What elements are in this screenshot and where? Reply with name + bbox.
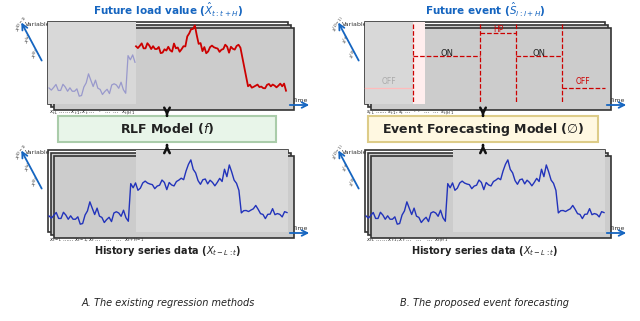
Bar [365, 22, 605, 104]
Bar [48, 22, 136, 104]
Text: HP: HP [493, 25, 504, 34]
Bar [48, 150, 288, 232]
Text: $x^{(0)}$: $x^{(0)}$ [29, 175, 43, 189]
Bar [51, 153, 291, 235]
Bar [453, 150, 605, 232]
Text: OFF: OFF [576, 76, 591, 85]
Text: $s^{(d)}$: $s^{(d)}$ [339, 32, 353, 46]
Text: Future load value ($\hat{X}_{t:t+H}$): Future load value ($\hat{X}_{t:t+H}$) [93, 1, 243, 19]
Bar [368, 116, 598, 142]
Text: Event Forecasting Model ($\varnothing$): Event Forecasting Model ($\varnothing$) [382, 120, 584, 137]
Text: History series data ($X_{t-L:t}$): History series data ($X_{t-L:t}$) [94, 244, 242, 258]
Text: $x^{(d)}$: $x^{(d)}$ [22, 160, 36, 174]
Bar [136, 150, 288, 232]
Text: A. The existing regression methods: A. The existing regression methods [81, 298, 255, 308]
Text: Time: Time [293, 98, 308, 102]
Text: $s^{(D-1)}$: $s^{(D-1)}$ [330, 14, 348, 34]
Text: Variable: Variable [25, 150, 51, 155]
Text: Future event ($\hat{S}_{l:l+H}$): Future event ($\hat{S}_{l:l+H}$) [425, 1, 545, 19]
Text: History series data ($X_{t-L:t}$): History series data ($X_{t-L:t}$) [412, 244, 559, 258]
Text: $x_{t\ L}\ \ldots\ldots\ x_{t\ 1},\hat{x}_{t}\ \ldots\ \ \cdot\ \ \ldots\ \ \ldo: $x_{t\ L}\ \ldots\ldots\ x_{t\ 1},\hat{x… [49, 108, 135, 117]
Text: ON: ON [440, 49, 453, 58]
Bar [58, 116, 276, 142]
Text: $s^{(d)}$: $s^{(d)}$ [339, 160, 353, 174]
Bar [371, 156, 611, 238]
Bar [365, 22, 413, 104]
Text: $s^{(0)}$: $s^{(0)}$ [346, 47, 360, 61]
Bar [51, 25, 291, 107]
Text: $x^{(0)}$: $x^{(0)}$ [29, 47, 43, 61]
Text: Time: Time [293, 225, 308, 230]
Bar [48, 22, 288, 104]
Text: $x_{t-L}\ \ldots\ldots\ x_{t-1},x_{t}\ \ldots\ \ \ \ldots\ \ \ \ldots\ \ x_{t+H-: $x_{t-L}\ \ldots\ldots\ x_{t-1},x_{t}\ \… [49, 236, 145, 244]
Text: $x^{(D-1)}$: $x^{(D-1)}$ [13, 14, 31, 34]
Text: Variable: Variable [25, 22, 51, 27]
Text: Time: Time [610, 98, 625, 102]
Bar [54, 156, 294, 238]
Text: OFF: OFF [381, 76, 396, 85]
Bar [365, 150, 605, 232]
Bar [413, 22, 425, 104]
Bar [368, 25, 608, 107]
Bar [54, 28, 294, 110]
Text: $s^{(0)}$: $s^{(0)}$ [346, 175, 360, 189]
Text: $x^{(d)}$: $x^{(d)}$ [22, 32, 36, 46]
Bar [371, 28, 611, 110]
Bar [368, 153, 608, 235]
Text: $s_{t\ L}\ \ldots\ldots\ s_{t\ 1},\hat{s}_{t}\ \ldots\ \ \cdot\cdot\ \ \ldots\ \: $s_{t\ L}\ \ldots\ldots\ s_{t\ 1},\hat{s… [366, 108, 454, 117]
Text: B. The proposed event forecasting: B. The proposed event forecasting [401, 298, 570, 308]
Text: Variable: Variable [342, 22, 368, 27]
Text: $x_{t\ L}\ \ldots\ldots\ x_{t\ 1},x_{t}\ \ldots\ \ \ \ldots\ \ \ \ldots\ \ x_{t|: $x_{t\ L}\ \ldots\ldots\ x_{t\ 1},x_{t}\… [366, 236, 449, 244]
Text: ON: ON [532, 49, 545, 58]
Text: Time: Time [610, 225, 625, 230]
Text: Variable: Variable [342, 150, 368, 155]
Text: RLF Model ($f$): RLF Model ($f$) [120, 122, 214, 136]
Text: $s^{(D-1)}$: $s^{(D-1)}$ [330, 142, 348, 162]
Text: $x^{(D-1)}$: $x^{(D-1)}$ [13, 142, 31, 162]
